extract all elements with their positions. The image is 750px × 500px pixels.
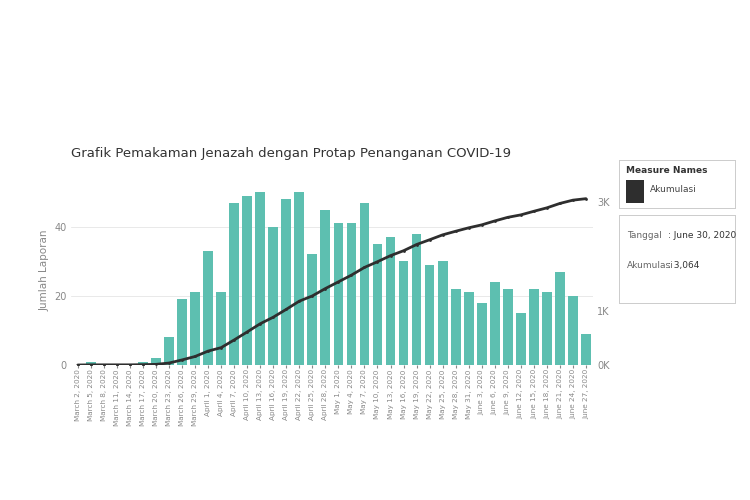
Bar [555, 272, 565, 365]
Bar [177, 300, 187, 365]
Text: Tanggal: Tanggal [627, 230, 662, 239]
Text: Measure Names: Measure Names [626, 166, 707, 174]
Bar [568, 296, 578, 365]
Bar [626, 180, 644, 203]
Bar [255, 192, 265, 365]
Bar [216, 292, 226, 365]
Bar [477, 303, 487, 365]
Bar [424, 265, 434, 365]
Bar [268, 227, 278, 365]
Bar [295, 192, 304, 365]
Bar [451, 289, 460, 365]
Bar [542, 292, 552, 365]
Bar [138, 362, 148, 365]
Bar [320, 210, 330, 365]
Bar [230, 202, 239, 365]
Text: Grafik Pemakaman Jenazah dengan Protap Penanganan COVID-19: Grafik Pemakaman Jenazah dengan Protap P… [71, 147, 512, 160]
Bar [203, 251, 213, 365]
Bar [438, 262, 448, 365]
Text: : 3,064: : 3,064 [668, 262, 699, 270]
Bar [412, 234, 422, 365]
Bar [281, 199, 291, 365]
Y-axis label: Jumlah Laporan: Jumlah Laporan [40, 229, 50, 310]
Bar [151, 358, 160, 365]
Bar [308, 254, 317, 365]
Bar [86, 362, 96, 365]
Bar [503, 289, 513, 365]
Bar [373, 244, 382, 365]
Bar [516, 313, 526, 365]
Bar [399, 262, 409, 365]
Bar [581, 334, 591, 365]
Bar [359, 202, 369, 365]
Text: Akumulasi: Akumulasi [627, 262, 674, 270]
Bar [464, 292, 473, 365]
Bar [164, 338, 174, 365]
Y-axis label: Akumu: Akumu [620, 252, 629, 288]
Bar [386, 237, 395, 365]
Bar [190, 292, 200, 365]
Bar [346, 224, 356, 365]
Bar [490, 282, 500, 365]
Bar [334, 224, 344, 365]
Text: Akumulasi: Akumulasi [650, 185, 697, 194]
Bar [242, 196, 252, 365]
Text: : June 30, 2020: : June 30, 2020 [668, 230, 736, 239]
Bar [529, 289, 538, 365]
